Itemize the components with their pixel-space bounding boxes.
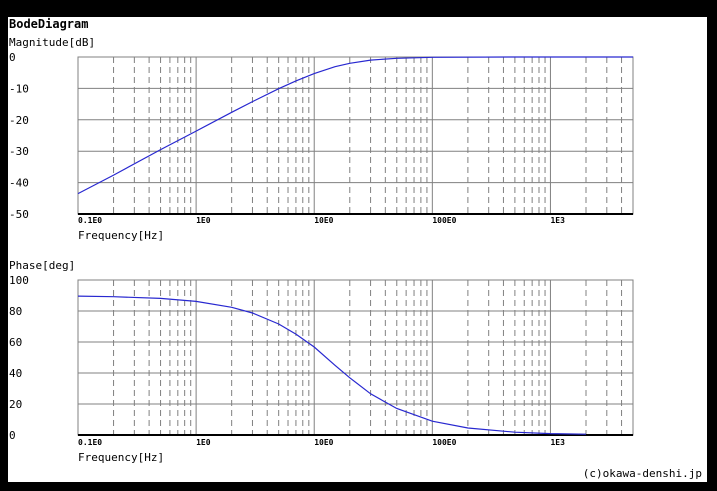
y-tick-label: 20 <box>9 398 22 411</box>
plot-panel-2: Phase[deg] 100 80 60 40 20 0 0.1E0 1E0 10E0 100E0 1… <box>9 259 634 464</box>
series-line-1 <box>77 295 587 435</box>
x-tick-label: 1E3 <box>550 216 565 225</box>
y-tick-label: -20 <box>9 114 29 127</box>
credit-label: (c)okawa-denshi.jp <box>583 467 702 480</box>
y-tick-label: 60 <box>9 336 22 349</box>
plot-panel-1: Magnitude[dB] 0 -10 -20 -30 -40 -50 0.1E0 1E0 10E… <box>9 36 634 242</box>
x-axis-label: Frequency[Hz] <box>78 451 164 464</box>
y-tick-label: 0 <box>9 51 16 64</box>
y-tick-label: -10 <box>9 82 29 95</box>
y-tick-label: 80 <box>9 305 22 318</box>
plot-frame <box>77 56 634 215</box>
chart-title: BodeDiagram <box>9 17 88 31</box>
y-axis-label: Phase[deg] <box>9 259 75 272</box>
series-line-1 <box>77 56 633 195</box>
y-tick-label: -30 <box>9 145 29 158</box>
x-tick-label: 1E0 <box>196 216 211 225</box>
x-tick-label: 100E0 <box>432 216 456 225</box>
plot-frame <box>77 279 634 436</box>
y-tick-label: -50 <box>9 208 29 221</box>
x-tick-label: 0.1E0 <box>78 438 102 447</box>
x-tick-label: 1E0 <box>196 438 211 447</box>
y-tick-label: 40 <box>9 367 22 380</box>
x-tick-label: 10E0 <box>314 438 333 447</box>
x-tick-label: 10E0 <box>314 216 333 225</box>
x-tick-label: 1E3 <box>550 438 565 447</box>
x-axis-label: Frequency[Hz] <box>78 229 164 242</box>
x-tick-label: 100E0 <box>432 438 456 447</box>
bode-diagram: BodeDiagram (c)okawa-denshi.jp Magnitude… <box>9 17 702 480</box>
y-tick-label: -40 <box>9 177 29 190</box>
y-tick-label: 100 <box>9 274 29 287</box>
chart-canvas: BodeDiagram (c)okawa-denshi.jp Magnitude… <box>8 17 707 482</box>
y-tick-label: 0 <box>9 429 16 442</box>
x-tick-label: 0.1E0 <box>78 216 102 225</box>
y-axis-label: Magnitude[dB] <box>9 36 95 49</box>
